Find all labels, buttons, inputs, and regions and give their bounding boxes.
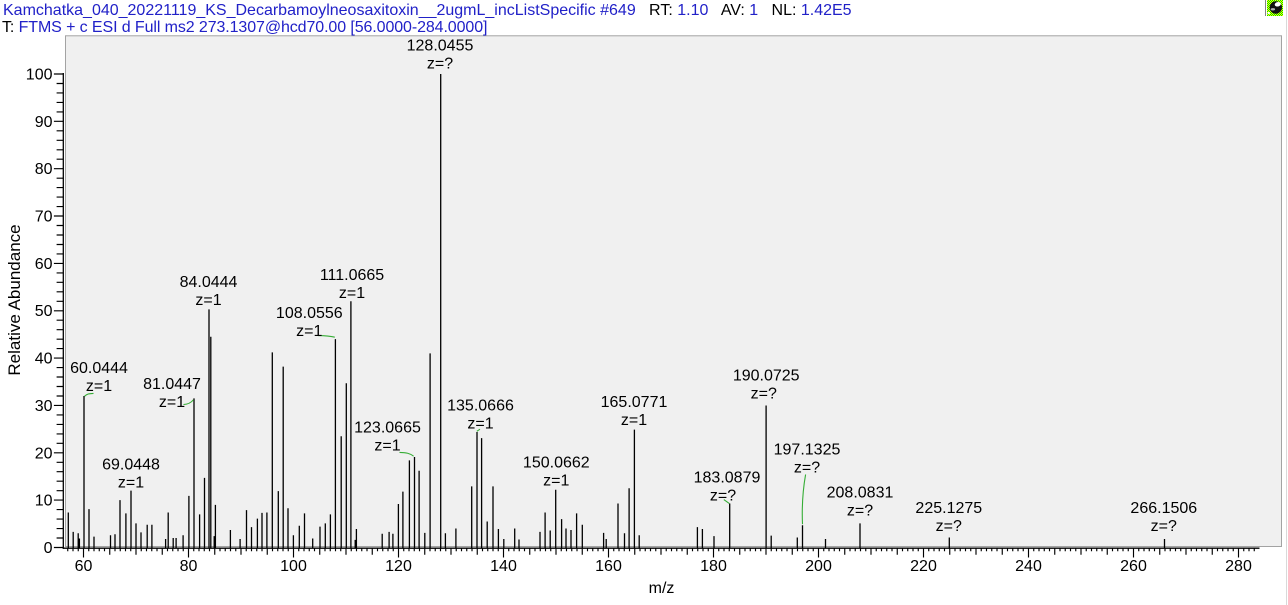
svg-text:z=1: z=1 [86, 378, 112, 395]
svg-text:z=1: z=1 [195, 292, 221, 309]
svg-text:20: 20 [35, 445, 53, 462]
svg-text:30: 30 [35, 398, 53, 415]
svg-text:220: 220 [910, 558, 937, 575]
svg-text:z=?: z=? [936, 518, 962, 535]
svg-text:70: 70 [35, 209, 53, 226]
svg-text:69.0448: 69.0448 [102, 457, 160, 474]
svg-text:111.0665: 111.0665 [320, 267, 384, 284]
svg-text:z=1: z=1 [339, 285, 365, 302]
svg-text:190.0725: 190.0725 [733, 368, 800, 385]
svg-text:135.0666: 135.0666 [447, 398, 514, 415]
svg-text:z=?: z=? [847, 503, 873, 520]
svg-text:z=1: z=1 [374, 438, 400, 455]
svg-text:197.1325: 197.1325 [774, 442, 841, 459]
svg-text:z=1: z=1 [621, 412, 647, 429]
svg-text:60.0444: 60.0444 [70, 360, 128, 377]
svg-text:z=?: z=? [794, 460, 820, 477]
svg-text:123.0665: 123.0665 [354, 420, 421, 437]
svg-text:208.0831: 208.0831 [827, 485, 894, 502]
svg-text:140: 140 [490, 558, 517, 575]
svg-text:240: 240 [1015, 558, 1042, 575]
svg-text:225.1275: 225.1275 [915, 500, 982, 517]
svg-text:100: 100 [280, 558, 307, 575]
svg-text:180: 180 [700, 558, 727, 575]
svg-text:z=?: z=? [710, 488, 736, 505]
svg-text:z=1: z=1 [543, 473, 569, 490]
svg-text:260: 260 [1120, 558, 1147, 575]
svg-text:z=1: z=1 [159, 394, 185, 411]
svg-text:50: 50 [35, 303, 53, 320]
svg-text:80: 80 [180, 558, 198, 575]
svg-text:0: 0 [44, 540, 53, 557]
svg-text:40: 40 [35, 351, 53, 368]
svg-text:280: 280 [1225, 558, 1252, 575]
svg-text:81.0447: 81.0447 [143, 376, 201, 393]
svg-text:108.0556: 108.0556 [276, 305, 343, 322]
svg-text:z=1: z=1 [296, 323, 322, 340]
svg-text:60: 60 [35, 256, 53, 273]
svg-text:z=1: z=1 [467, 416, 493, 433]
svg-text:z=?: z=? [1151, 518, 1177, 535]
svg-text:120: 120 [385, 558, 412, 575]
svg-text:128.0455: 128.0455 [407, 38, 474, 55]
svg-text:266.1506: 266.1506 [1130, 500, 1197, 517]
svg-text:Kamchatka_040_20221119_KS_Deca: Kamchatka_040_20221119_KS_Decarbamoylneo… [3, 2, 852, 19]
svg-text:T: FTMS + c ESI d Full ms2 273: T: FTMS + c ESI d Full ms2 273.1307@hcd7… [2, 19, 487, 36]
svg-text:Relative Abundance: Relative Abundance [5, 224, 24, 375]
svg-text:60: 60 [75, 558, 93, 575]
svg-text:10: 10 [35, 493, 53, 510]
svg-text:z=1: z=1 [118, 475, 144, 492]
svg-text:z=?: z=? [751, 386, 777, 403]
svg-text:183.0879: 183.0879 [694, 470, 761, 487]
svg-text:160: 160 [595, 558, 622, 575]
svg-text:84.0444: 84.0444 [180, 274, 238, 291]
svg-text:150.0662: 150.0662 [523, 455, 590, 472]
svg-text:100: 100 [26, 67, 53, 84]
svg-text:z=?: z=? [427, 56, 453, 73]
svg-text:m/z: m/z [649, 580, 675, 597]
svg-text:80: 80 [35, 161, 53, 178]
svg-text:90: 90 [35, 114, 53, 131]
svg-text:165.0771: 165.0771 [601, 394, 668, 411]
svg-text:200: 200 [805, 558, 832, 575]
